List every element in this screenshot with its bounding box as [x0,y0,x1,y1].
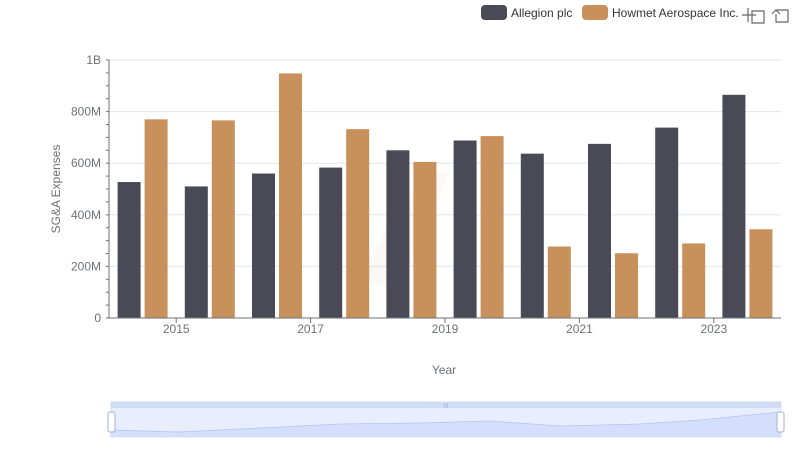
bar-howmet-2014[interactable] [144,119,168,318]
bar-allegion-2017[interactable] [319,167,343,318]
zoom-icon[interactable] [742,8,765,24]
bar-allegion-2020[interactable] [520,153,544,318]
bar-allegion-2023[interactable] [722,94,746,318]
x-tick-labels: 2015 2017 2019 2021 2023 [163,322,728,336]
x-tick-label: 2015 [163,322,190,336]
bar-allegion-2022[interactable] [655,127,679,318]
legend-item-howmet[interactable]: Howmet Aerospace Inc. [582,5,739,20]
x-tick-label: 2021 [566,322,593,336]
data-zoom-right-handle[interactable] [776,411,785,433]
legend-label-allegion: Allegion plc [511,6,572,20]
legend-swatch-allegion [481,5,507,20]
data-zoom-left-handle[interactable] [107,411,116,433]
bar-allegion-2015[interactable] [184,186,208,318]
data-zoom-preview [111,412,781,437]
bar-allegion-2019[interactable] [453,140,477,318]
bar-allegion-2018[interactable] [386,150,410,318]
bar-howmet-2023[interactable] [749,229,773,318]
bar-howmet-2016[interactable] [279,73,302,318]
bars [117,73,773,318]
axes [106,59,781,323]
x-tick-label: 2019 [432,322,459,336]
x-tick-label: 2017 [297,322,324,336]
y-tick-label: 400M [71,208,101,222]
bar-howmet-2021[interactable] [615,253,638,318]
data-zoom-top-handle[interactable]: ||| [444,403,448,409]
legend: Allegion plc Howmet Aerospace Inc. [481,5,739,20]
y-tick-label: 0 [94,311,101,325]
bar-allegion-2014[interactable] [117,182,141,318]
y-axis-title: SG&A Expenses [49,145,63,234]
legend-swatch-howmet [582,5,608,20]
y-tick-label: 600M [71,156,101,170]
bar-allegion-2016[interactable] [252,173,275,318]
legend-label-howmet: Howmet Aerospace Inc. [612,6,739,20]
data-zoom-top-bar[interactable] [111,402,781,408]
y-tick-labels: 0 200M 400M 600M 800M 1B [71,53,101,325]
x-axis-title: Year [432,363,456,377]
bar-howmet-2015[interactable] [211,120,235,318]
y-tick-label: 800M [71,105,101,119]
x-tick-label: 2023 [700,322,727,336]
bar-howmet-2020[interactable] [547,246,571,318]
restore-icon[interactable] [771,9,789,23]
data-zoom-selection [111,408,781,437]
y-tick-label: 1B [86,53,101,67]
y-tick-label: 200M [71,259,101,273]
bar-howmet-2022[interactable] [682,243,706,318]
bar-howmet-2019[interactable] [480,136,504,318]
data-zoom-slider[interactable]: ||| [107,401,785,438]
bar-allegion-2021[interactable] [588,143,611,318]
bar-howmet-2018[interactable] [413,161,437,318]
grid-lines [109,59,781,267]
data-zoom-preview-line [110,411,782,433]
legend-item-allegion[interactable]: Allegion plc [481,5,572,20]
bar-howmet-2017[interactable] [346,129,370,318]
